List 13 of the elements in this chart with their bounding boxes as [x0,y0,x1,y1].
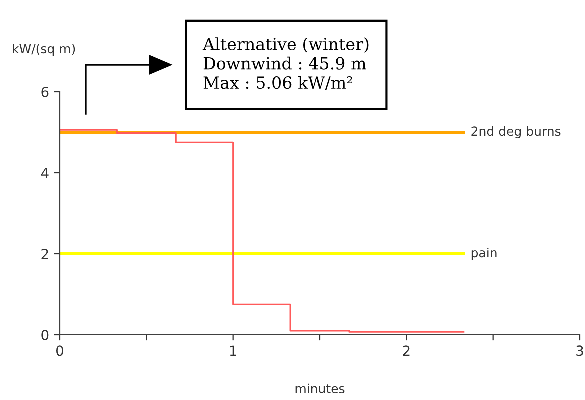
x-tick-label: 3 [576,346,584,356]
y-tick-label: 0 [42,330,49,340]
x-axis-title: minutes [296,384,345,394]
ref-line-label: pain [472,248,497,260]
y-tick-label: 2 [42,248,48,260]
x-tick-label: 1 [230,346,236,356]
text: Alternative (winter) Downwind : 45.9 m Max : 5.06 kW/m² [202,38,369,90]
x-tick-label: 0 [56,346,64,356]
y-axis-title: kW/(sq m) [13,44,76,56]
y-tick-label: 6 [42,86,49,98]
y-tick-label: 4 [41,168,49,178]
x-tick-label: 2 [403,346,410,356]
ref-line-label: 2nd deg burns [472,126,561,139]
